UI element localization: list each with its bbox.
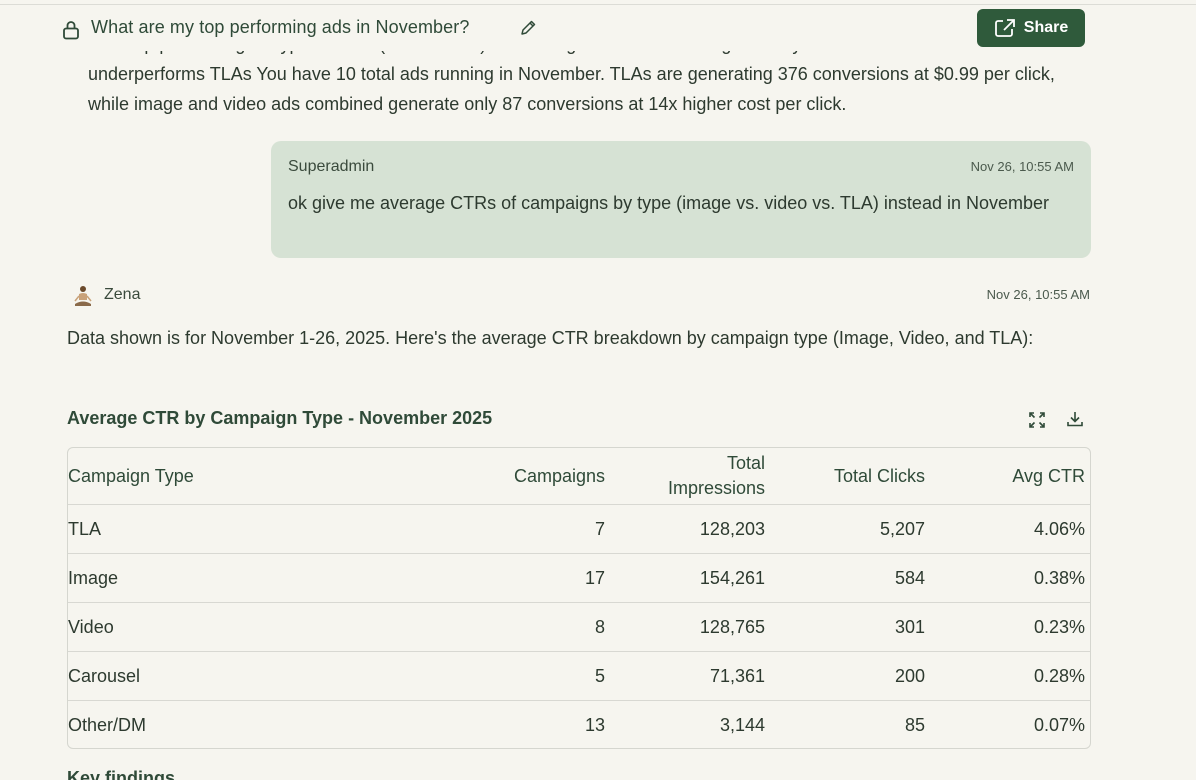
assistant-message-text: Data shown is for November 1-26, 2025. H… <box>67 328 1034 348</box>
share-label: Share <box>1023 19 1069 36</box>
column-header[interactable]: Avg CTR <box>1012 465 1085 486</box>
next-section-heading: Key findings <box>67 770 176 780</box>
cell-campaign-type: Carousel <box>68 665 141 686</box>
column-header[interactable]: Campaign Type <box>68 465 194 486</box>
previous-message-text: underperforms TLAs You have 10 total ads… <box>88 64 1055 114</box>
cell-campaigns: 5 <box>594 665 605 686</box>
table-row: TLA 7 128,203 5,207 4.06% <box>68 505 1090 554</box>
user-message-bubble: Superadmin Nov 26, 10:55 AM ok give me a… <box>271 141 1091 258</box>
cell-campaigns: 8 <box>594 616 605 637</box>
pencil-icon[interactable] <box>519 19 537 37</box>
download-icon[interactable] <box>1066 410 1084 428</box>
share-button[interactable]: Share <box>977 9 1085 47</box>
meditating-person-icon <box>74 286 92 306</box>
previous-assistant-message: Your top performing ad type is TLAs (tex… <box>88 45 1098 119</box>
cell-avg-ctr: 0.07% <box>1033 714 1085 735</box>
expand-icon[interactable] <box>1028 411 1046 429</box>
assistant-timestamp: Nov 26, 10:55 AM <box>986 287 1090 302</box>
cell-clicks: 584 <box>894 567 925 588</box>
cell-campaign-type: Other/DM <box>68 714 147 735</box>
table-row: Video 8 128,765 301 0.23% <box>68 603 1090 652</box>
cell-campaign-type: Image <box>68 567 119 588</box>
cell-clicks: 301 <box>894 616 925 637</box>
cell-impressions: 128,203 <box>699 518 765 539</box>
conversation-title: What are my top performing ads in Novemb… <box>91 17 470 37</box>
ctr-table: Campaign Type Campaigns Total Impression… <box>67 447 1091 749</box>
cell-clicks: 200 <box>894 665 925 686</box>
table-row: Image 17 154,261 584 0.38% <box>68 554 1090 603</box>
share-icon <box>994 19 1015 37</box>
cell-impressions: 154,261 <box>699 567 765 588</box>
cell-avg-ctr: 0.23% <box>1033 616 1085 637</box>
table-row: Other/DM 13 3,144 85 0.07% <box>68 701 1090 748</box>
user-author: Superadmin <box>288 158 375 175</box>
user-message-text: ok give me average CTRs of campaigns by … <box>288 193 1050 213</box>
column-header[interactable]: Campaigns <box>513 465 605 486</box>
cell-avg-ctr: 4.06% <box>1033 518 1085 539</box>
column-header[interactable]: Total Clicks <box>833 465 925 486</box>
column-header[interactable]: Total Impressions <box>667 453 765 498</box>
cell-avg-ctr: 0.28% <box>1033 665 1085 686</box>
cell-impressions: 71,361 <box>709 665 765 686</box>
lock-icon <box>63 21 79 40</box>
cell-campaigns: 7 <box>594 518 605 539</box>
cell-campaigns: 13 <box>584 714 605 735</box>
cell-avg-ctr: 0.38% <box>1033 567 1085 588</box>
cell-campaigns: 17 <box>584 567 605 588</box>
cell-impressions: 128,765 <box>699 616 765 637</box>
cell-impressions: 3,144 <box>719 714 765 735</box>
table-row: Carousel 5 71,361 200 0.28% <box>68 652 1090 701</box>
user-timestamp: Nov 26, 10:55 AM <box>970 159 1074 174</box>
table-title: Average CTR by Campaign Type - November … <box>67 408 493 428</box>
cell-clicks: 5,207 <box>879 518 925 539</box>
cell-campaign-type: TLA <box>68 518 102 539</box>
cell-campaign-type: Video <box>68 616 114 637</box>
table-header-row: Campaign Type Campaigns Total Impression… <box>68 448 1090 505</box>
top-divider <box>0 4 1196 5</box>
conversation-header: What are my top performing ads in Novemb… <box>0 5 1196 51</box>
cell-clicks: 85 <box>904 714 925 735</box>
assistant-author: Zena <box>104 286 141 303</box>
